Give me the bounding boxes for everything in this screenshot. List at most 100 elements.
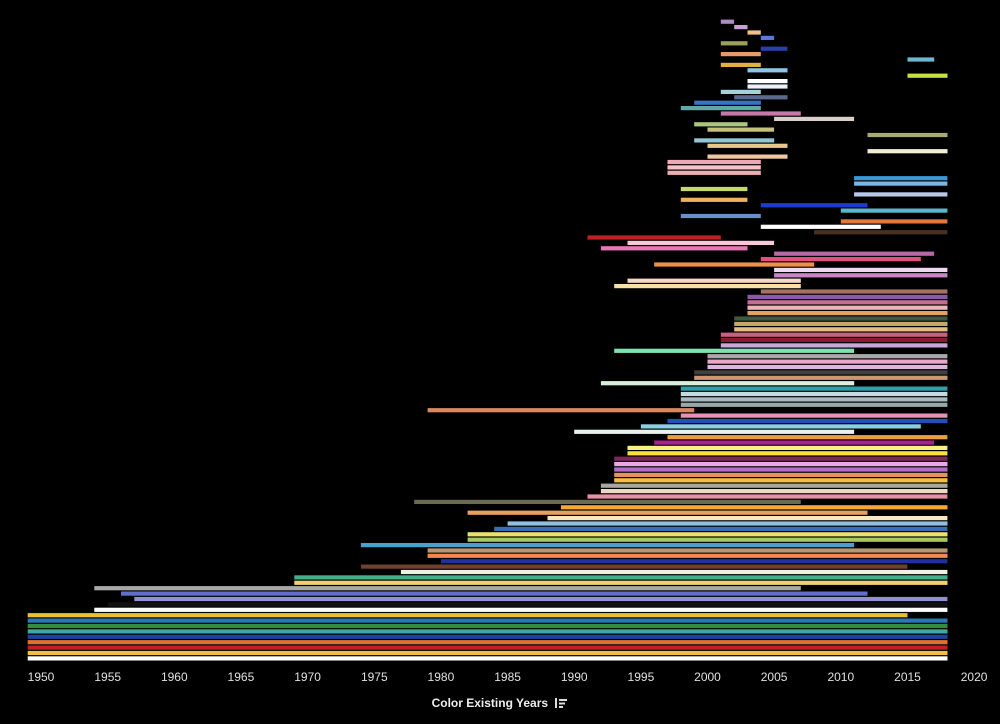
bar-75[interactable] [667,418,948,424]
bar-89[interactable] [587,494,948,499]
bar-109[interactable] [107,602,948,607]
bar-119[interactable] [27,656,948,661]
bar-38[interactable] [840,219,948,224]
bar-60[interactable] [720,337,948,343]
bar-16[interactable] [694,100,761,105]
bar-91[interactable] [560,505,948,510]
bar-73[interactable] [427,408,695,413]
bar-37[interactable] [680,213,761,219]
bar-64[interactable] [707,359,948,364]
bar-63[interactable] [707,354,948,359]
bar-99[interactable] [427,548,948,553]
bar-94[interactable] [507,521,948,526]
bar-46[interactable] [654,262,815,267]
bar-82[interactable] [614,456,948,461]
bar-41[interactable] [587,235,721,240]
bar-45[interactable] [760,257,921,262]
bar-70[interactable] [680,391,948,397]
bar-7[interactable] [720,52,761,57]
bar-12[interactable] [747,79,788,84]
bar-81[interactable] [627,451,948,456]
bar-62[interactable] [614,348,855,353]
bar-58[interactable] [734,327,948,332]
bar-68[interactable] [600,381,855,386]
bar-42[interactable] [627,240,775,246]
bar-8[interactable] [907,57,935,62]
bar-114[interactable] [27,629,948,634]
bar-22[interactable] [867,132,948,138]
bar-15[interactable] [734,95,788,100]
bar-100[interactable] [427,553,948,558]
bar-26[interactable] [707,154,788,159]
bar-51[interactable] [760,289,948,294]
bar-112[interactable] [27,618,948,623]
bar-80[interactable] [627,445,948,451]
bar-20[interactable] [694,122,748,127]
bar-104[interactable] [294,575,948,580]
bar-35[interactable] [760,203,868,208]
bar-117[interactable] [27,645,948,650]
bar-19[interactable] [774,116,855,122]
bar-85[interactable] [614,472,948,478]
bar-101[interactable] [440,559,948,564]
bar-32[interactable] [680,186,748,192]
bar-48[interactable] [774,273,948,278]
bar-87[interactable] [600,483,948,488]
bar-23[interactable] [694,138,775,143]
bar-107[interactable] [121,591,868,596]
bar-47[interactable] [774,267,948,273]
bar-55[interactable] [747,311,948,316]
bar-31[interactable] [854,181,948,186]
bar-33[interactable] [854,192,948,197]
bar-6[interactable] [760,46,788,51]
bar-105[interactable] [294,580,948,585]
bar-27[interactable] [667,159,761,165]
bar-111[interactable] [27,613,908,618]
bar-118[interactable] [27,650,948,656]
bar-71[interactable] [680,397,948,402]
bar-4[interactable] [760,35,775,41]
bar-96[interactable] [467,532,948,537]
bar-49[interactable] [627,278,801,283]
bar-116[interactable] [27,640,948,645]
bar-3[interactable] [747,30,761,35]
bar-95[interactable] [494,526,948,532]
x-axis-title[interactable]: Color Existing Years [0,696,1000,710]
bar-30[interactable] [854,176,948,181]
bar-44[interactable] [774,251,935,256]
bar-83[interactable] [614,462,948,467]
bar-54[interactable] [747,305,948,310]
bar-28[interactable] [667,165,761,170]
bar-10[interactable] [747,68,788,73]
bar-57[interactable] [734,321,948,327]
bar-21[interactable] [707,127,775,132]
bar-106[interactable] [94,586,801,591]
bar-39[interactable] [760,224,881,229]
bar-2[interactable] [734,25,748,30]
bar-1[interactable] [720,19,735,24]
bar-98[interactable] [360,543,855,548]
bar-34[interactable] [680,197,748,202]
bar-52[interactable] [747,294,948,300]
sort-descending-icon[interactable] [554,697,568,709]
bar-53[interactable] [747,300,948,305]
bar-56[interactable] [734,316,948,321]
bar-103[interactable] [400,569,948,575]
bar-65[interactable] [707,364,948,370]
bar-50[interactable] [614,284,801,289]
bar-115[interactable] [27,634,948,639]
bar-113[interactable] [27,623,948,629]
bar-69[interactable] [680,386,948,391]
bar-108[interactable] [134,596,948,602]
bar-43[interactable] [600,246,748,251]
bar-77[interactable] [574,429,855,434]
bar-84[interactable] [614,467,948,472]
bar-110[interactable] [94,607,948,612]
bar-9[interactable] [720,62,761,68]
bar-14[interactable] [720,89,761,95]
bar-17[interactable] [680,106,761,111]
bar-61[interactable] [720,343,948,348]
bar-59[interactable] [720,332,948,337]
bar-97[interactable] [467,537,948,542]
bar-74[interactable] [680,413,948,418]
